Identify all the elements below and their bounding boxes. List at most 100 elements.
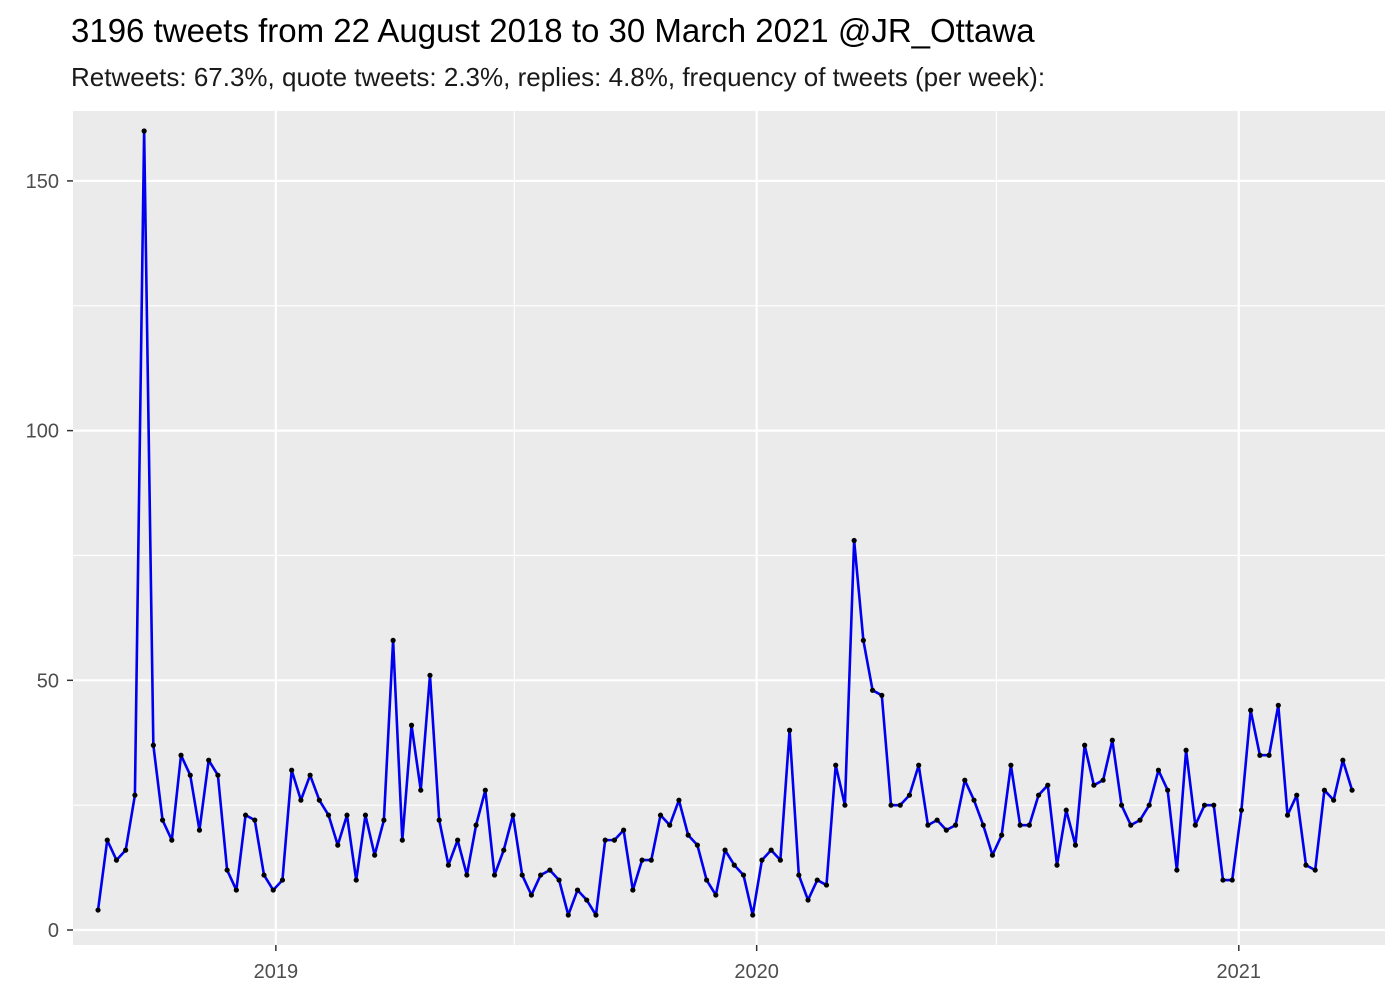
data-point	[1229, 877, 1235, 883]
data-point	[759, 857, 765, 863]
data-point	[1082, 742, 1088, 748]
data-point	[445, 862, 452, 868]
data-point	[169, 837, 175, 843]
axes-layer: 0 50 100 150 2019 2020 2021	[26, 171, 1261, 983]
data-point	[242, 812, 249, 818]
data-point	[1118, 802, 1125, 808]
data-point	[187, 772, 193, 778]
data-point	[353, 877, 359, 883]
x-tick-label: 2021	[1217, 961, 1262, 983]
data-point	[676, 797, 682, 803]
data-point	[104, 837, 110, 843]
data-point	[501, 847, 507, 853]
data-point	[1063, 807, 1069, 813]
data-point	[925, 822, 931, 828]
data-point	[1331, 797, 1337, 803]
y-tick-label: 150	[26, 171, 59, 193]
data-point	[528, 892, 535, 898]
data-point	[685, 832, 691, 838]
data-point	[1100, 777, 1106, 783]
data-point	[777, 857, 783, 863]
data-point	[547, 867, 553, 873]
data-point	[1303, 862, 1309, 868]
data-point	[574, 887, 581, 893]
data-point	[584, 897, 590, 903]
data-point	[805, 897, 811, 903]
data-point	[316, 797, 322, 803]
data-point	[952, 822, 959, 828]
data-point	[178, 752, 184, 758]
data-point	[833, 762, 839, 768]
y-tick-label: 100	[26, 421, 59, 443]
data-point	[1008, 762, 1014, 768]
data-point	[1349, 787, 1355, 793]
data-point	[123, 847, 129, 853]
data-point	[399, 837, 405, 843]
data-point	[224, 867, 230, 873]
data-point	[980, 822, 986, 828]
data-point	[279, 877, 286, 883]
data-point	[999, 832, 1005, 838]
data-point	[150, 742, 156, 748]
data-point	[1266, 752, 1272, 758]
data-point	[1155, 767, 1162, 773]
data-point	[639, 857, 645, 863]
data-point	[667, 822, 673, 828]
data-point	[307, 772, 313, 778]
data-point	[1035, 792, 1042, 798]
data-point	[1091, 782, 1097, 788]
data-point	[648, 857, 654, 863]
data-point	[1017, 822, 1023, 828]
data-point	[206, 757, 212, 763]
data-point	[1294, 792, 1300, 798]
data-point	[916, 762, 922, 768]
data-point	[159, 817, 166, 823]
data-point	[897, 802, 903, 808]
data-point	[1183, 747, 1189, 753]
data-point	[408, 722, 415, 728]
data-point	[473, 822, 479, 828]
data-point	[1192, 822, 1198, 828]
data-point	[1137, 817, 1143, 823]
data-point	[869, 687, 876, 693]
data-point	[740, 872, 747, 878]
data-point	[335, 842, 341, 848]
data-point	[1146, 802, 1152, 808]
data-point	[1340, 757, 1346, 763]
data-point	[1238, 807, 1245, 813]
data-point	[1275, 702, 1281, 708]
data-point	[621, 827, 627, 833]
data-point	[196, 827, 203, 833]
data-point	[482, 787, 488, 793]
data-point	[113, 857, 120, 863]
data-point	[1248, 707, 1254, 713]
data-point	[593, 912, 599, 918]
x-tick-label: 2019	[254, 961, 299, 983]
data-point	[750, 912, 756, 918]
data-point	[381, 817, 387, 823]
data-point	[491, 872, 498, 878]
y-tick-label: 50	[37, 670, 59, 692]
data-point	[141, 128, 147, 134]
data-point	[814, 877, 820, 883]
data-point	[1045, 782, 1051, 788]
data-point	[1284, 812, 1291, 818]
data-point	[989, 852, 996, 858]
data-point	[270, 887, 276, 893]
data-point	[768, 847, 774, 853]
data-point	[1109, 737, 1115, 743]
data-point	[694, 842, 700, 848]
data-point	[1174, 867, 1180, 873]
data-point	[464, 872, 470, 878]
data-point	[704, 877, 710, 883]
data-point	[362, 812, 369, 818]
data-point	[934, 817, 940, 823]
data-point	[1128, 822, 1134, 828]
data-point	[132, 792, 138, 798]
data-point	[325, 812, 332, 818]
data-point	[427, 672, 433, 678]
data-point	[713, 892, 719, 898]
data-point	[611, 837, 618, 843]
data-point	[657, 812, 664, 818]
